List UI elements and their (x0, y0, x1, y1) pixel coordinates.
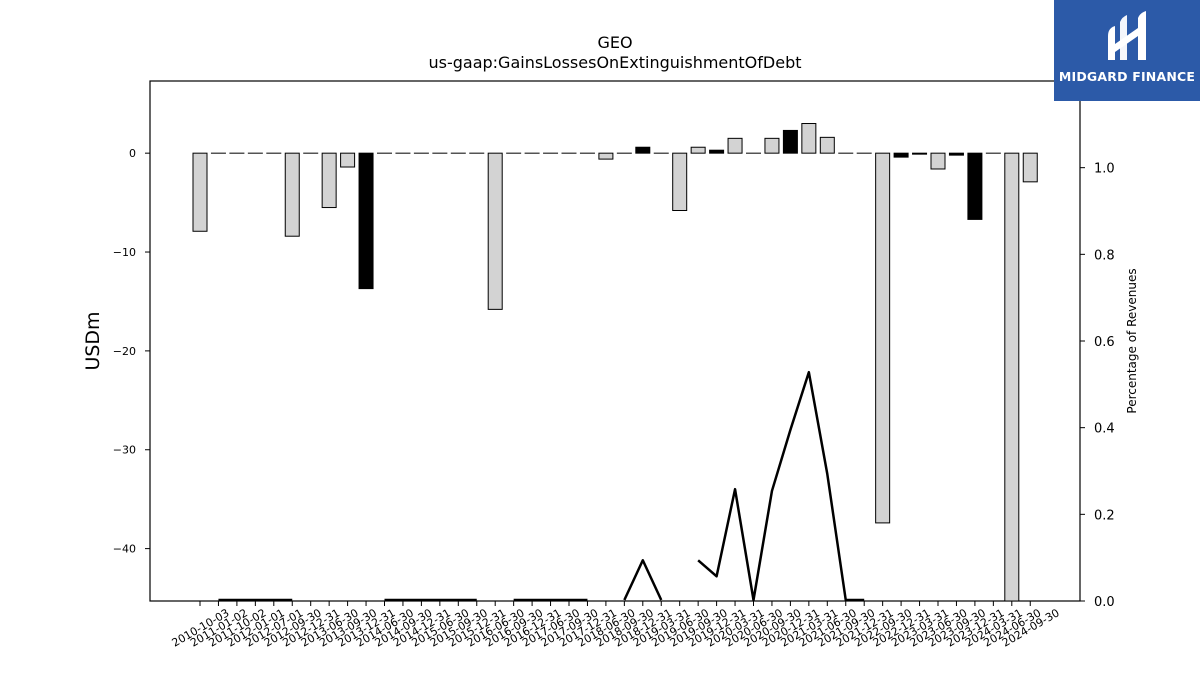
bar (598, 152, 614, 160)
bar (948, 152, 964, 156)
x-axis: 2010-10-032011-01-022011-10-022012-01-01… (170, 601, 1062, 650)
bar (340, 152, 356, 168)
y-tick-label: −10 (113, 246, 136, 259)
y-tick-label: −20 (113, 345, 136, 358)
line-group (218, 370, 865, 602)
chart-subtitle: us-gaap:GainsLossesOnExtinguishmentOfDeb… (428, 53, 801, 72)
y2-tick-label: 1.0 (1094, 162, 1115, 177)
brand-logo: MIDGARD FINANCE (1054, 0, 1200, 101)
bar (930, 152, 946, 170)
bar (875, 152, 891, 524)
bar (192, 152, 208, 232)
y2-axis-label: Percentage of Revenues (1125, 268, 1139, 413)
bar (819, 136, 835, 154)
bar (284, 152, 300, 237)
bar (635, 146, 651, 154)
y-tick-label: −40 (113, 543, 136, 556)
bar (1022, 152, 1038, 183)
y-axis-label: USDm (82, 311, 104, 370)
y2-tick-label: 0.8 (1094, 248, 1115, 263)
bar (893, 152, 909, 158)
bar (672, 152, 688, 212)
y2-tick-label: 0.6 (1094, 335, 1115, 350)
bar (487, 152, 503, 310)
revenue-pct-line (623, 559, 663, 601)
y-axis: 0 −10 −20 −30 −40 (113, 147, 150, 556)
brand-name: MIDGARD FINANCE (1058, 69, 1196, 84)
y2-tick-label: 0.2 (1094, 508, 1115, 523)
bar (709, 149, 725, 154)
bar (321, 152, 337, 209)
bar (690, 146, 706, 154)
y2-axis: 0.0 0.2 0.4 0.6 0.8 1.0 (1080, 162, 1115, 610)
bar (1004, 152, 1020, 602)
bar (912, 152, 928, 155)
y-tick-label: 0 (129, 147, 136, 160)
y2-tick-label: 0.4 (1094, 422, 1115, 437)
y2-tick-label: 0.0 (1094, 595, 1115, 610)
bar (967, 152, 983, 220)
bar (358, 152, 374, 290)
bar (782, 129, 798, 154)
revenue-pct-line (697, 370, 865, 602)
bar (801, 123, 817, 154)
bar-group (192, 123, 1038, 602)
bar (764, 137, 780, 154)
bar (727, 137, 743, 154)
chart-title: GEO (597, 33, 632, 52)
brand-logo-icon (1108, 11, 1146, 60)
y-tick-label: −30 (113, 444, 136, 457)
